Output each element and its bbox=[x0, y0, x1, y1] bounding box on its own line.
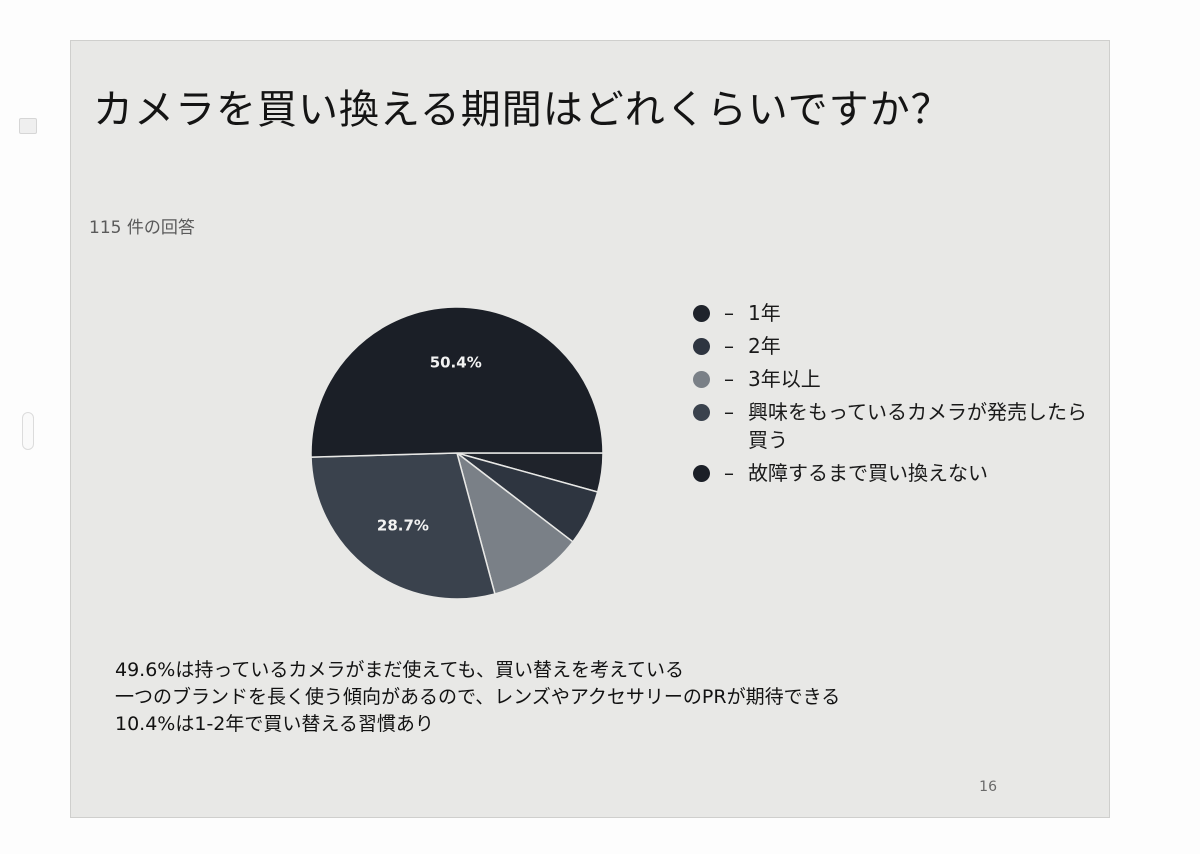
legend-dash: – bbox=[724, 461, 734, 485]
note-line: 一つのブランドを長く使う傾向があるので、レンズやアクセサリーのPRが期待できる bbox=[115, 686, 841, 708]
device-side-button bbox=[22, 412, 34, 450]
legend-item: –1年 bbox=[693, 299, 1113, 327]
legend-swatch-icon bbox=[693, 465, 710, 482]
device-logo-icon bbox=[19, 118, 37, 134]
legend-dash: – bbox=[724, 301, 734, 325]
legend-item: –3年以上 bbox=[693, 365, 1113, 393]
chart-legend: –1年 –2年 –3年以上 – 興味をもっているカメラが発売したら買う – 故障するまで買い… bbox=[693, 299, 1113, 492]
legend-dash: – bbox=[724, 400, 734, 424]
pie-chart: 28.7% 50.4% bbox=[310, 306, 604, 600]
slide-title: カメラを買い換える期間はどれくらいですか？ bbox=[93, 87, 952, 133]
slide: カメラを買い換える期間はどれくらいですか？ 115 件の回答 28.7% 50.4… bbox=[70, 40, 1110, 818]
legend-label: 1年 bbox=[748, 301, 781, 325]
legend-item: –2年 bbox=[693, 332, 1113, 360]
pie-slice-label: 50.4% bbox=[430, 353, 482, 371]
legend-item: – 興味をもっているカメラが発売したら買う bbox=[693, 398, 1113, 454]
note-line: 49.6%は持っているカメラがまだ使えても、買い替えを考えている bbox=[115, 659, 684, 681]
legend-label: 2年 bbox=[748, 334, 781, 358]
pie-slice bbox=[310, 452, 496, 600]
legend-label: 故障するまで買い換えない bbox=[748, 461, 988, 485]
legend-swatch-icon bbox=[693, 371, 710, 388]
legend-swatch-icon bbox=[693, 305, 710, 322]
legend-swatch-icon bbox=[693, 338, 710, 355]
page-number: 16 bbox=[979, 779, 997, 795]
response-count: 115 件の回答 bbox=[89, 218, 195, 238]
legend-swatch-icon bbox=[693, 404, 710, 421]
legend-dash: – bbox=[724, 334, 734, 358]
legend-label: 興味をもっているカメラが発売したら買う bbox=[748, 400, 1087, 452]
legend-dash: – bbox=[724, 367, 734, 391]
pie-slice-label: 28.7% bbox=[377, 517, 429, 535]
legend-item: – 故障するまで買い換えない bbox=[693, 459, 1113, 487]
slide-notes: 49.6%は持っているカメラがまだ使えても、買い替えを考えている 一つのブランド… bbox=[115, 657, 840, 738]
pie-slice bbox=[310, 306, 604, 458]
legend-label: 3年以上 bbox=[748, 367, 821, 391]
note-line: 10.4%は1-2年で買い替える習慣あり bbox=[115, 713, 434, 735]
